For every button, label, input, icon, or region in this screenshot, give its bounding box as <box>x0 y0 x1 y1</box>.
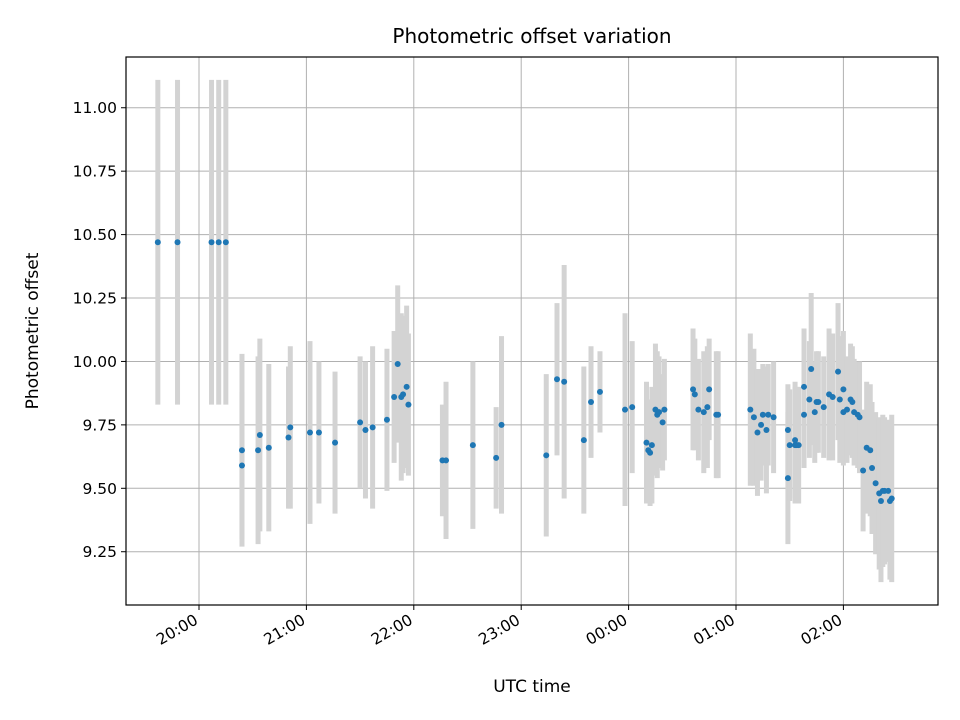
data-point <box>647 449 654 456</box>
data-point <box>443 457 450 464</box>
data-point <box>815 399 822 406</box>
data-point <box>238 462 245 469</box>
data-point <box>843 406 850 413</box>
data-point <box>391 393 398 400</box>
data-point <box>265 444 272 451</box>
data-point <box>596 388 603 395</box>
data-point <box>747 406 754 413</box>
data-point <box>704 404 711 411</box>
y-tick-label: 9.25 <box>82 543 117 561</box>
data-point <box>332 439 339 446</box>
data-point <box>784 475 791 482</box>
data-point <box>849 399 856 406</box>
data-point <box>405 401 412 408</box>
data-point <box>287 424 294 431</box>
data-point <box>763 426 770 433</box>
data-point <box>829 393 836 400</box>
data-point <box>784 426 791 433</box>
data-point <box>315 429 322 436</box>
data-point <box>362 426 369 433</box>
data-point <box>208 239 215 246</box>
data-point <box>357 419 364 426</box>
data-point <box>498 421 505 428</box>
plot-frame <box>125 56 939 606</box>
data-point <box>629 404 636 411</box>
data-point <box>695 406 702 413</box>
data-point <box>690 386 697 393</box>
data-point <box>580 437 587 444</box>
data-point <box>869 465 876 471</box>
y-tick-label: 10.25 <box>73 290 117 308</box>
data-point <box>885 487 892 494</box>
y-tick-label: 10.50 <box>73 226 117 244</box>
data-point <box>383 416 390 423</box>
data-point <box>255 447 262 454</box>
data-point <box>888 495 895 502</box>
data-point <box>872 480 879 487</box>
data-point <box>400 391 407 398</box>
y-axis-ticks: 9.25 9.50 9.75 10.00 10.25 10.50 10.75 11.00 <box>73 99 126 561</box>
data-point <box>469 442 476 449</box>
data-point <box>840 386 847 393</box>
data-point <box>659 419 666 426</box>
data-point <box>222 239 229 246</box>
data-point <box>554 376 560 383</box>
data-point <box>700 409 707 416</box>
data-point <box>808 366 815 373</box>
y-tick-label: 10.75 <box>73 163 117 181</box>
data-point <box>759 411 766 418</box>
data-point <box>403 383 410 390</box>
data-points <box>154 239 895 504</box>
x-axis-label: UTC time <box>493 677 571 697</box>
y-axis-label: Photometric offset <box>23 252 43 409</box>
data-point <box>856 414 863 421</box>
data-point <box>795 442 802 449</box>
data-point <box>786 442 793 449</box>
data-point <box>877 497 884 504</box>
data-point <box>661 406 668 413</box>
data-point <box>754 429 761 436</box>
data-point <box>285 434 292 441</box>
data-point <box>543 452 550 459</box>
data-point <box>860 467 867 474</box>
data-point <box>561 378 568 385</box>
data-point <box>238 447 245 454</box>
data-point <box>174 239 181 246</box>
data-point <box>622 406 629 413</box>
data-point <box>691 391 698 398</box>
data-point <box>715 411 722 418</box>
data-point <box>811 409 818 416</box>
data-point <box>643 439 650 446</box>
data-point <box>588 399 595 406</box>
y-tick-label: 10.00 <box>73 353 117 371</box>
data-point <box>394 360 401 367</box>
chart-title: Photometric offset variation <box>392 24 671 48</box>
data-point <box>770 414 777 421</box>
data-point <box>256 432 263 439</box>
data-point <box>656 409 663 416</box>
data-point <box>648 442 655 449</box>
data-point <box>765 411 772 418</box>
data-point <box>154 239 161 246</box>
data-point <box>835 368 842 375</box>
data-point <box>867 447 874 454</box>
data-point <box>750 414 757 421</box>
data-point <box>369 424 376 431</box>
data-point <box>493 454 500 461</box>
data-point <box>792 437 799 444</box>
data-point <box>801 411 808 418</box>
y-tick-label: 9.50 <box>82 480 117 498</box>
data-point <box>758 421 765 428</box>
data-point <box>306 429 313 436</box>
data-point <box>215 239 222 246</box>
data-point <box>801 383 808 390</box>
data-point <box>836 396 843 403</box>
y-tick-label: 9.75 <box>82 416 117 434</box>
data-point <box>806 396 813 403</box>
y-tick-label: 11.00 <box>73 99 117 117</box>
data-point <box>820 404 827 411</box>
data-point <box>706 386 713 393</box>
